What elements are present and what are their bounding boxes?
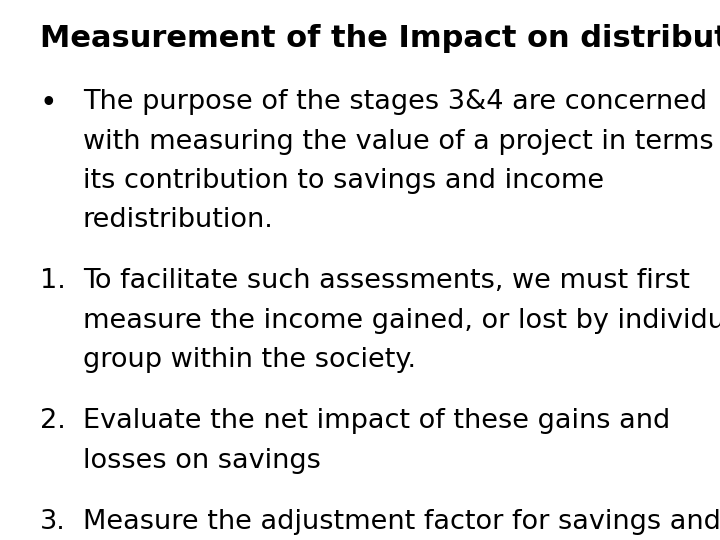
Text: The purpose of the stages 3&4 are concerned: The purpose of the stages 3&4 are concer… <box>83 89 707 115</box>
Text: with measuring the value of a project in terms of: with measuring the value of a project in… <box>83 129 720 154</box>
Text: losses on savings: losses on savings <box>83 448 320 474</box>
Text: redistribution.: redistribution. <box>83 207 274 233</box>
Text: Evaluate the net impact of these gains and: Evaluate the net impact of these gains a… <box>83 408 670 434</box>
Text: 1.: 1. <box>40 268 66 294</box>
Text: To facilitate such assessments, we must first: To facilitate such assessments, we must … <box>83 268 690 294</box>
Text: group within the society.: group within the society. <box>83 347 416 373</box>
Text: Measure the adjustment factor for savings and: Measure the adjustment factor for saving… <box>83 509 720 535</box>
Text: measure the income gained, or lost by individual: measure the income gained, or lost by in… <box>83 308 720 334</box>
Text: Measurement of the Impact on distribution: Measurement of the Impact on distributio… <box>40 24 720 53</box>
Text: 2.: 2. <box>40 408 66 434</box>
Text: •: • <box>40 89 57 118</box>
Text: 3.: 3. <box>40 509 66 535</box>
Text: its contribution to savings and income: its contribution to savings and income <box>83 168 604 194</box>
